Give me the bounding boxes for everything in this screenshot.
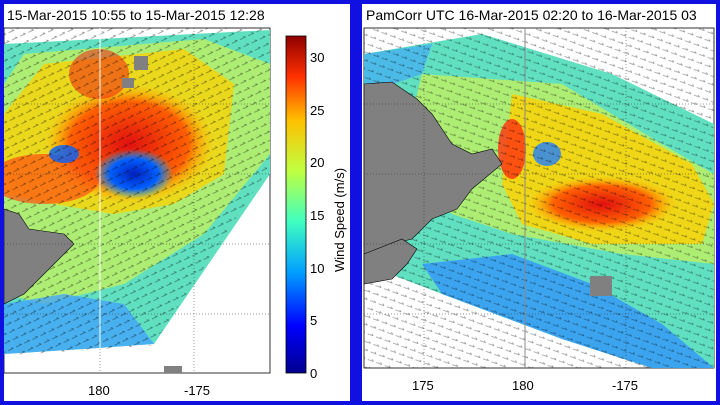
south-island-right (363, 238, 418, 285)
colorbar-label: Wind Speed (m/s) (332, 167, 347, 272)
colorbar (285, 35, 307, 374)
right-map-panel: PamCorr UTC 16-Mar-2015 02:20 to 16-Mar-… (362, 4, 716, 401)
left-x-tick-180: 180 (88, 383, 110, 398)
colorbar-tick-20: 20 (310, 155, 325, 170)
right-x-tick-minus175: -175 (612, 378, 639, 393)
colorbar-tick-10: 10 (310, 261, 325, 276)
right-x-tick-180: 180 (512, 378, 534, 393)
island-left-3 (164, 366, 182, 373)
left-panel-title: 15-Mar-2015 10:55 to 15-Mar-2015 12:28 (7, 7, 265, 23)
left-map-panel: 15-Mar-2015 10:55 to 15-Mar-2015 12:28 1… (4, 4, 350, 401)
right-wind-map (363, 27, 715, 369)
chatham-island-right (590, 276, 612, 296)
left-wind-map (4, 27, 307, 374)
left-x-tick-minus175: -175 (184, 383, 211, 398)
island-left-2 (122, 78, 134, 88)
island-left (134, 56, 148, 70)
right-grid (364, 28, 714, 368)
colorbar-tick-5: 5 (310, 313, 318, 328)
colorbar-tick-15: 15 (310, 208, 325, 223)
colorbar-tick-25: 25 (310, 103, 325, 118)
right-x-tick-175: 175 (412, 378, 434, 393)
colorbar-tick-30: 30 (310, 50, 325, 65)
right-panel-title: PamCorr UTC 16-Mar-2015 02:20 to 16-Mar-… (366, 7, 697, 23)
colorbar-tick-0: 0 (310, 366, 318, 381)
